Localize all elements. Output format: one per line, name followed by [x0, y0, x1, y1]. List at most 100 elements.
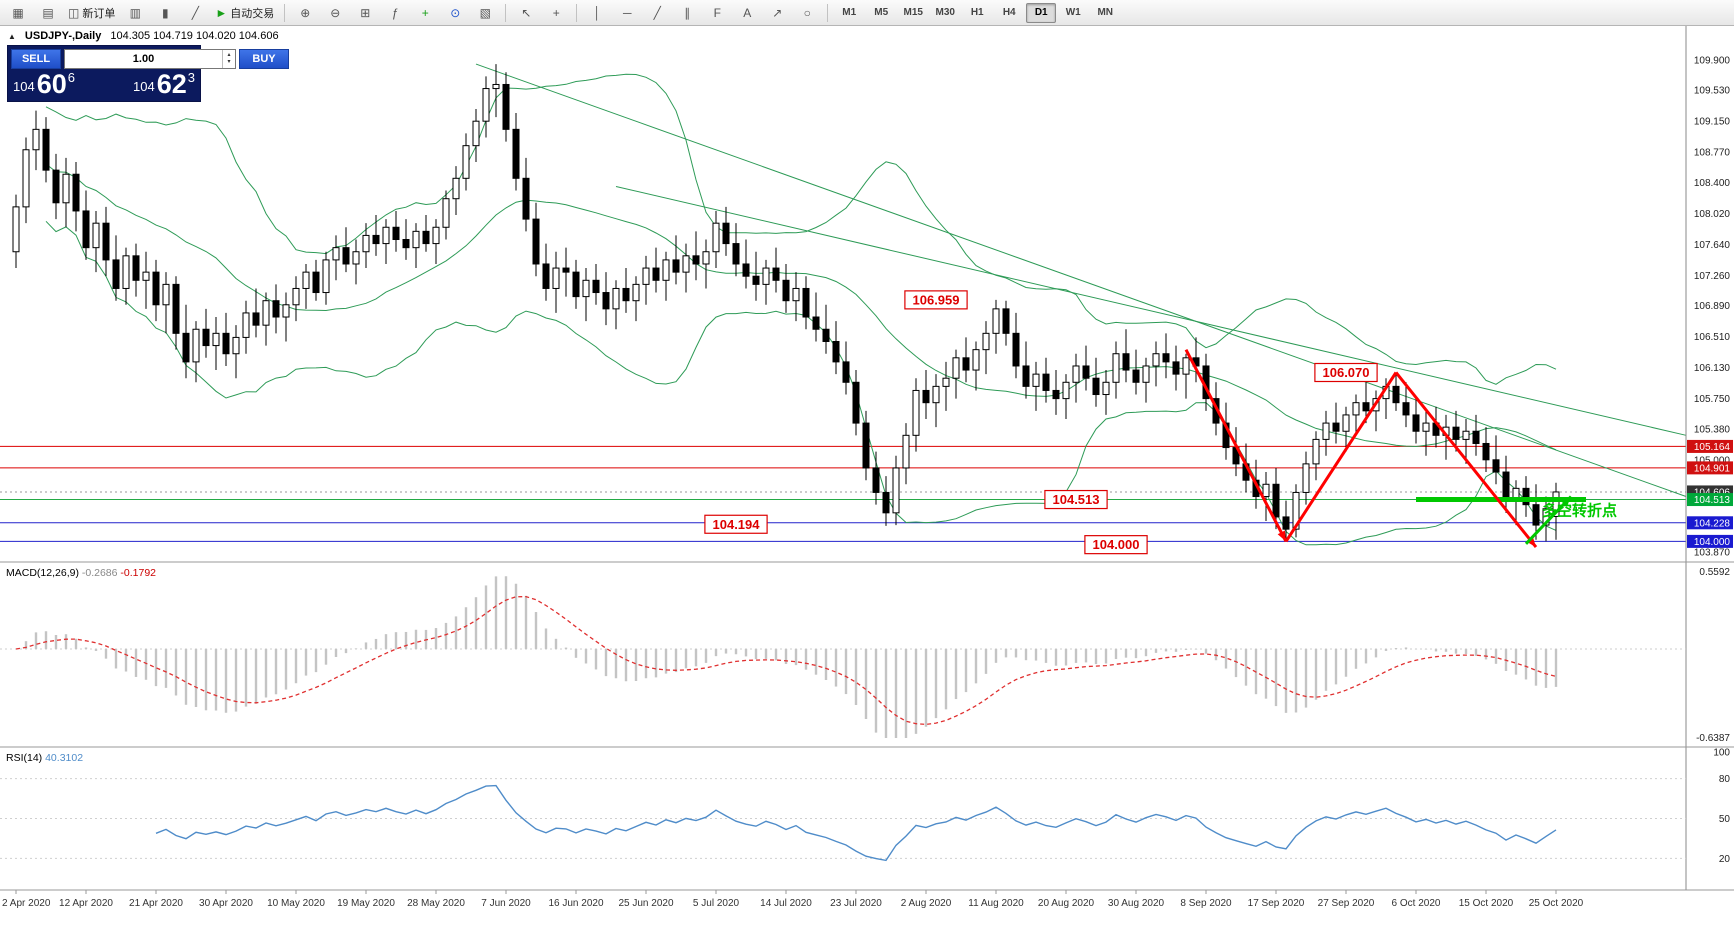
profiles-icon[interactable]: ▤	[34, 2, 62, 24]
annotation-104513[interactable]: 104.513	[1044, 489, 1108, 510]
new-order-icon: ◫	[68, 5, 80, 20]
timeframe-W1[interactable]: W1	[1065, 7, 1081, 18]
bollinger-lower	[45, 220, 1557, 546]
chart-candles-icon[interactable]: ▮	[151, 2, 179, 24]
chart-header: ▲ USDJPY-,Daily 104.305 104.719 104.020 …	[8, 30, 279, 42]
ohlc-readout: 104.305 104.719 104.020 104.606	[110, 30, 279, 42]
trendline-icon-glyph: ╱	[653, 5, 661, 20]
date-label: 2 Aug 2020	[901, 898, 952, 909]
tile-windows-icon[interactable]: ⊞	[351, 2, 379, 24]
trendline-icon[interactable]: ╱	[643, 2, 671, 24]
fibonacci-icon[interactable]: F	[703, 2, 731, 24]
svg-text:104.513: 104.513	[1694, 495, 1731, 506]
price-tick: 109.150	[1694, 117, 1731, 128]
annotation-104194[interactable]: 104.194	[704, 514, 768, 534]
svg-text:104.000: 104.000	[1694, 537, 1731, 548]
timeframe-H4[interactable]: H4	[1002, 7, 1016, 18]
text-icon-glyph: A	[743, 5, 752, 20]
chart-canvas[interactable]: 106.959 106.070 104.513 104.194 104.000 多空转折点…	[0, 26, 1734, 939]
one-click-toggle-icon[interactable]: ▲	[8, 31, 16, 41]
tile-windows-icon-glyph: ⊞	[360, 5, 371, 20]
autotrading-icon: ►	[215, 5, 228, 20]
toolbar-separator	[284, 3, 286, 22]
fibonacci-icon-glyph: F	[713, 5, 721, 20]
date-label: 30 Apr 2020	[199, 898, 253, 909]
autotrading-button-label: 自动交易	[230, 7, 275, 20]
timeframe-M5[interactable]: M5	[874, 7, 889, 18]
crosshair-icon[interactable]: +	[542, 2, 570, 24]
date-label: 8 Sep 2020	[1180, 898, 1232, 909]
date-label: 2 Apr 2020	[2, 898, 51, 909]
volume-down-arrow[interactable]: ▾	[227, 59, 231, 65]
horizontal-line-icon-glyph: ─	[622, 5, 632, 20]
add-indicator-icon-glyph: +	[421, 5, 429, 20]
timeframe-H1[interactable]: H1	[970, 7, 984, 18]
templates-icon[interactable]: ▧	[471, 2, 499, 24]
svg-text:104.228: 104.228	[1694, 518, 1731, 529]
chart-area: 106.959 106.070 104.513 104.194 104.000 多空转折点…	[0, 26, 1734, 939]
cursor-icon[interactable]: ↖	[512, 2, 540, 24]
zoom-out-icon[interactable]: ⊖	[321, 2, 349, 24]
pivot-point-label[interactable]: 多空转折点	[1542, 501, 1617, 519]
arrow-label-icon[interactable]: ↗	[763, 2, 791, 24]
price-tick: 106.890	[1694, 301, 1731, 312]
price-tick: 105.750	[1694, 394, 1731, 405]
shapes-icon[interactable]: ○	[793, 2, 821, 24]
date-label: 25 Oct 2020	[1529, 898, 1584, 909]
zoom-in-icon[interactable]: ⊕	[291, 2, 319, 24]
timeframe-M1[interactable]: M1	[842, 7, 857, 18]
macd-scale-max: 0.5592	[1699, 567, 1730, 578]
rsi-scale-tick: 100	[1713, 748, 1730, 759]
period-icon[interactable]: ⊙	[441, 2, 469, 24]
text-icon[interactable]: A	[733, 2, 761, 24]
price-tick: 107.260	[1694, 271, 1731, 282]
volume-input[interactable]	[65, 50, 222, 68]
price-tick: 106.510	[1694, 332, 1731, 343]
rsi-scale-tick: 80	[1719, 774, 1731, 785]
new-order-button[interactable]: ◫ 新订单	[64, 2, 119, 24]
trendline-1[interactable]	[475, 63, 1687, 497]
autotrading-button[interactable]: ► 自动交易	[211, 2, 278, 24]
annotation-106070[interactable]: 106.070	[1314, 362, 1378, 383]
date-axis[interactable]: 2 Apr 2020 12 Apr 2020 21 Apr 2020 30 Apr 2…	[2, 890, 1584, 909]
toolbar-separator	[827, 3, 829, 22]
price-tick: 107.640	[1694, 240, 1731, 251]
chart-bars-icon[interactable]: ▥	[121, 2, 149, 24]
svg-text:104.606: 104.606	[1694, 487, 1731, 498]
price-badge-105164: 105.164	[1687, 439, 1733, 453]
rsi-scale-tick: 20	[1719, 854, 1731, 865]
timeframe-M30[interactable]: M30	[935, 7, 955, 18]
trendlines[interactable]	[475, 63, 1687, 497]
annotation-106959[interactable]: 106.959	[904, 290, 968, 310]
volume-up-arrow[interactable]: ▴	[227, 52, 231, 58]
price-axis[interactable]: 109.900 109.530 109.150 108.770 108.400 108.0…	[1685, 26, 1731, 890]
add-indicator-icon[interactable]: +	[411, 2, 439, 24]
zigzag-arrow[interactable]	[1184, 348, 1538, 549]
timeframe-MN[interactable]: MN	[1097, 7, 1114, 18]
rsi-line	[155, 784, 1557, 862]
trendline-2[interactable]	[615, 185, 1687, 436]
date-label: 11 Aug 2020	[968, 898, 1024, 909]
bullish-arrow[interactable]	[1524, 495, 1573, 545]
chart-line-icon[interactable]: ╱	[181, 2, 209, 24]
buy-button[interactable]: BUY	[239, 49, 289, 69]
date-label: 10 May 2020	[267, 898, 325, 909]
new-chart-icon[interactable]: ▦	[4, 2, 32, 24]
date-label: 20 Aug 2020	[1038, 898, 1095, 909]
chart-candles-icon-glyph: ▮	[162, 5, 169, 20]
sell-button[interactable]: SELL	[11, 49, 61, 69]
price-badge-104513: 104.513	[1687, 493, 1733, 507]
date-label: 25 Jun 2020	[618, 898, 673, 909]
vertical-line-icon[interactable]: │	[583, 2, 611, 24]
channel-icon[interactable]: ∥	[673, 2, 701, 24]
rsi-scale-tick: 50	[1719, 814, 1731, 825]
horizontal-line-icon[interactable]: ─	[613, 2, 641, 24]
date-label: 21 Apr 2020	[129, 898, 183, 909]
date-label: 16 Jun 2020	[548, 898, 603, 909]
indicators-icon[interactable]: ƒ	[381, 2, 409, 24]
svg-text:104.194: 104.194	[713, 517, 761, 532]
new-chart-icon-glyph: ▦	[12, 5, 24, 20]
timeframe-M15[interactable]: M15	[903, 7, 923, 18]
annotation-104000[interactable]: 104.000	[1084, 535, 1148, 555]
timeframe-D1[interactable]: D1	[1026, 2, 1057, 23]
